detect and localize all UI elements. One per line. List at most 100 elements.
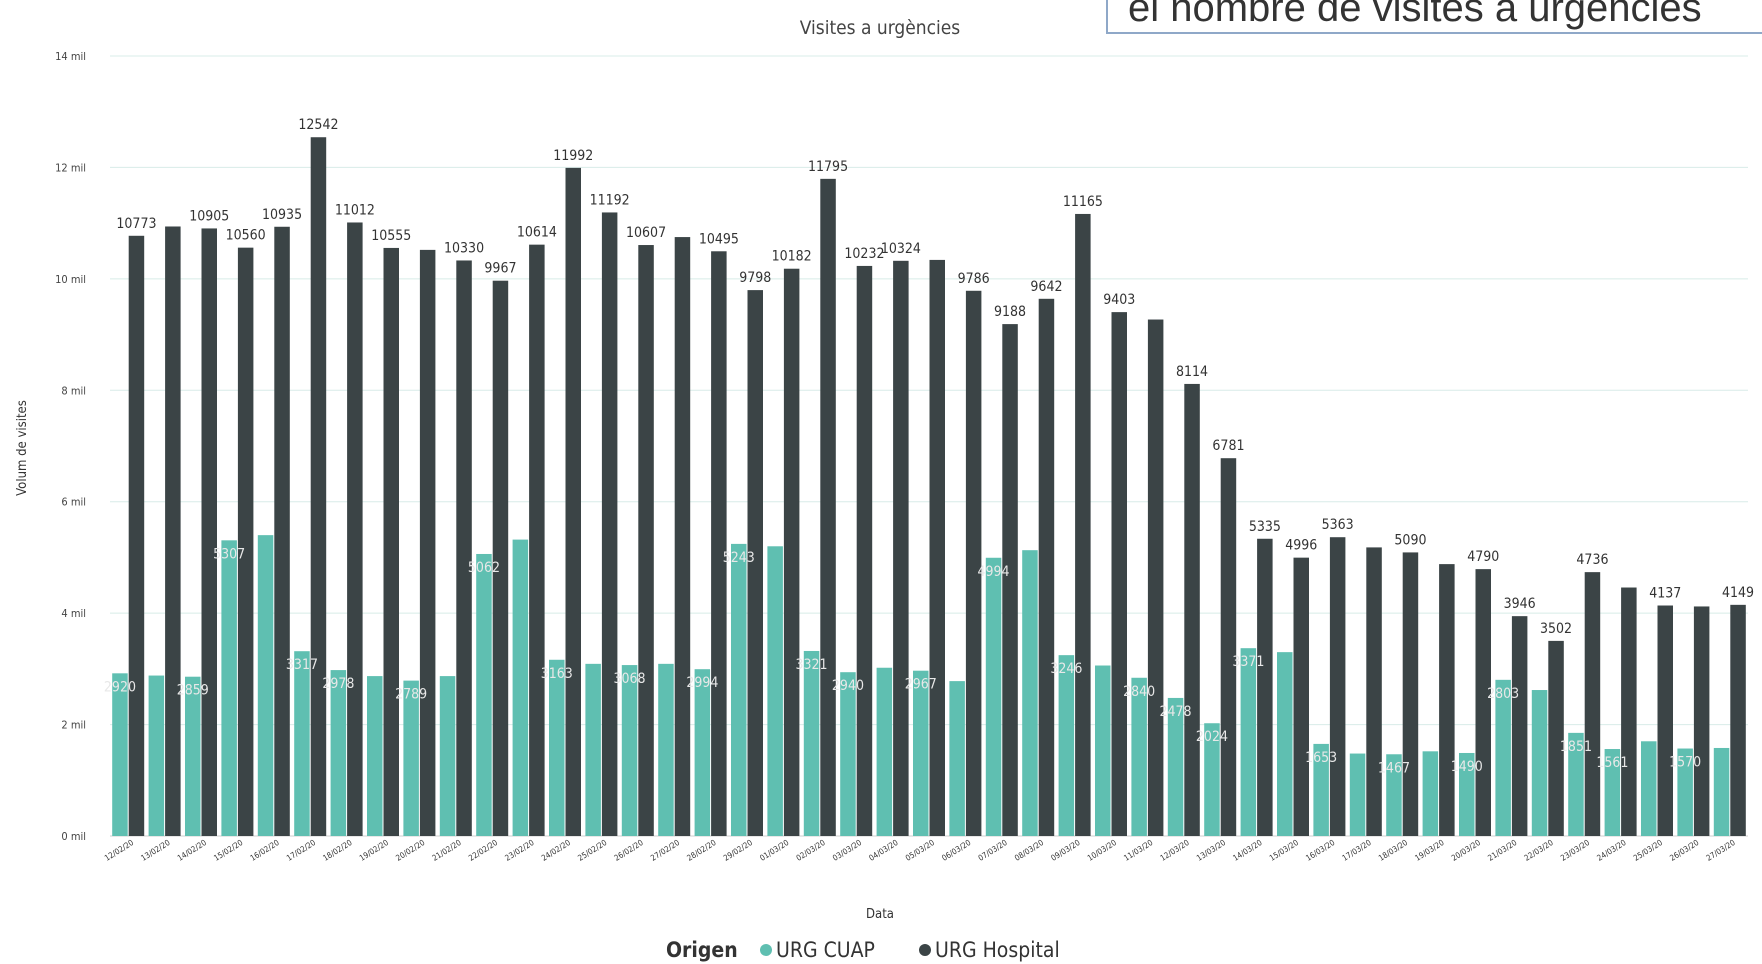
chart-title: Visites a urgències xyxy=(800,17,961,39)
bar-hospital xyxy=(674,237,691,837)
data-label-hospital: 5090 xyxy=(1394,532,1426,548)
bar-hospital xyxy=(893,260,909,836)
data-label-cuap: 4994 xyxy=(978,564,1010,580)
legend: Origen URG CUAP URG Hospital xyxy=(666,938,1060,962)
bar-cuap xyxy=(512,539,529,836)
data-label-hospital: 11992 xyxy=(553,148,593,164)
bar-cuap xyxy=(1204,723,1220,836)
x-tick-label: 19/02/20 xyxy=(358,838,391,863)
bar-cuap xyxy=(257,535,274,836)
bar-hospital xyxy=(1293,557,1309,836)
bar-hospital xyxy=(201,228,217,836)
data-label-hospital: 10495 xyxy=(699,231,739,247)
data-label-cuap: 3371 xyxy=(1232,654,1264,670)
bar-cuap xyxy=(1167,697,1184,836)
data-label-hospital: 3946 xyxy=(1504,596,1536,612)
x-tick-label: 20/02/20 xyxy=(394,838,427,863)
bar-hospital xyxy=(1511,616,1528,836)
x-tick-label: 24/02/20 xyxy=(540,838,573,863)
bar-hospital xyxy=(820,178,836,837)
bar-cuap xyxy=(1131,677,1147,836)
bar-cuap xyxy=(1386,754,1402,836)
bar-cuap xyxy=(1058,655,1075,836)
x-tick-label: 12/03/20 xyxy=(1159,838,1192,863)
bar-hospital xyxy=(347,222,363,836)
bar-cuap xyxy=(658,663,674,836)
bar-hospital xyxy=(1439,564,1455,836)
legend-marker-hospital xyxy=(919,944,931,956)
data-label-hospital: 10773 xyxy=(116,216,156,232)
data-label-hospital: 10935 xyxy=(262,207,302,223)
data-label-cuap: 3321 xyxy=(796,657,828,673)
bar-cuap xyxy=(549,659,565,836)
callout-box: el nombre de visites a urgències xyxy=(1106,0,1762,34)
data-label-hospital: 9786 xyxy=(958,271,990,287)
x-tick-label: 07/03/20 xyxy=(977,838,1010,863)
bar-hospital xyxy=(1111,312,1127,837)
bar-hospital xyxy=(456,260,472,836)
x-tick-label: 28/02/20 xyxy=(685,838,718,863)
x-tick-label: 16/03/20 xyxy=(1304,838,1337,863)
data-label-cuap: 2478 xyxy=(1160,704,1192,720)
bar-cuap xyxy=(1349,753,1366,836)
bar-cuap xyxy=(585,663,601,836)
data-label-cuap: 2967 xyxy=(905,677,937,693)
y-tick-label: 12 mil xyxy=(55,161,86,174)
data-label-hospital: 10324 xyxy=(881,241,921,257)
bar-hospital xyxy=(383,247,399,836)
data-label-hospital: 10560 xyxy=(226,228,266,244)
bar-hospital xyxy=(1220,458,1237,836)
data-label-hospital: 10330 xyxy=(444,240,484,256)
bar-hospital xyxy=(1475,569,1491,836)
data-label-cuap: 3068 xyxy=(614,671,646,687)
bar-cuap xyxy=(694,669,711,836)
legend-title: Origen xyxy=(666,938,738,962)
bar-hospital xyxy=(165,226,181,836)
x-tick-label: 26/03/20 xyxy=(1668,838,1701,863)
bar-hospital xyxy=(1366,547,1382,836)
bar-cuap xyxy=(985,557,1002,836)
data-label-cuap: 2994 xyxy=(686,675,718,691)
bar-cuap xyxy=(1531,690,1548,836)
data-label-cuap: 1467 xyxy=(1378,760,1410,776)
legend-marker-cuap xyxy=(760,944,772,956)
bar-hospital xyxy=(128,235,145,837)
bar-cuap xyxy=(949,681,965,836)
x-tick-label: 08/03/20 xyxy=(1013,838,1046,863)
bar-cuap xyxy=(1277,652,1293,836)
data-label-hospital: 4149 xyxy=(1722,585,1754,601)
bar-cuap xyxy=(1459,752,1475,836)
x-tick-label: 14/02/20 xyxy=(176,838,209,863)
data-label-cuap: 2920 xyxy=(104,679,136,695)
data-label-cuap: 3163 xyxy=(541,666,573,682)
x-tick-label: 06/03/20 xyxy=(940,838,973,863)
bar-hospital xyxy=(1147,319,1164,836)
x-tick-label: 10/03/20 xyxy=(1086,838,1119,863)
x-tick-label: 27/03/20 xyxy=(1705,838,1738,863)
x-tick-label: 23/02/20 xyxy=(503,838,536,863)
bar-cuap xyxy=(1240,648,1257,836)
bar-hospital xyxy=(492,280,509,837)
bar-cuap xyxy=(439,676,456,836)
data-label-hospital: 11165 xyxy=(1063,194,1103,210)
data-labels: 2920 10773 2859 10905 5307 10560 10935 3317 1254… xyxy=(104,117,1754,776)
x-tick-label: 09/03/20 xyxy=(1049,838,1082,863)
y-axis: 0 mil 2 mil 4 mil 6 mil 8 mil 10 mil 12 mil 14 … xyxy=(55,50,86,843)
bar-cuap xyxy=(1422,751,1439,836)
bar-cuap xyxy=(876,667,893,836)
bar-hospital xyxy=(1257,538,1273,836)
data-label-hospital: 9403 xyxy=(1103,292,1135,308)
bar-cuap xyxy=(803,650,820,836)
bar-hospital xyxy=(529,244,545,837)
data-label-hospital: 12542 xyxy=(298,117,338,133)
bar-cuap xyxy=(1677,748,1693,836)
gridlines xyxy=(110,55,1748,837)
x-tick-label: 17/02/20 xyxy=(285,838,318,863)
bar-hospital xyxy=(929,259,945,836)
data-label-hospital: 10614 xyxy=(517,225,557,241)
bar-cuap xyxy=(1095,665,1111,836)
data-label-hospital: 8114 xyxy=(1176,364,1208,380)
x-tick-label: 15/02/20 xyxy=(212,838,245,863)
y-tick-label: 8 mil xyxy=(61,384,86,397)
x-tick-label: 03/03/20 xyxy=(831,838,864,863)
